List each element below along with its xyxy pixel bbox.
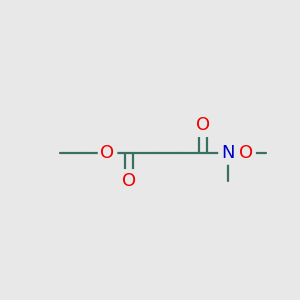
Text: O: O [122, 172, 136, 190]
Text: O: O [100, 144, 115, 162]
Text: O: O [196, 116, 210, 134]
Text: N: N [221, 144, 234, 162]
Text: O: O [239, 144, 253, 162]
